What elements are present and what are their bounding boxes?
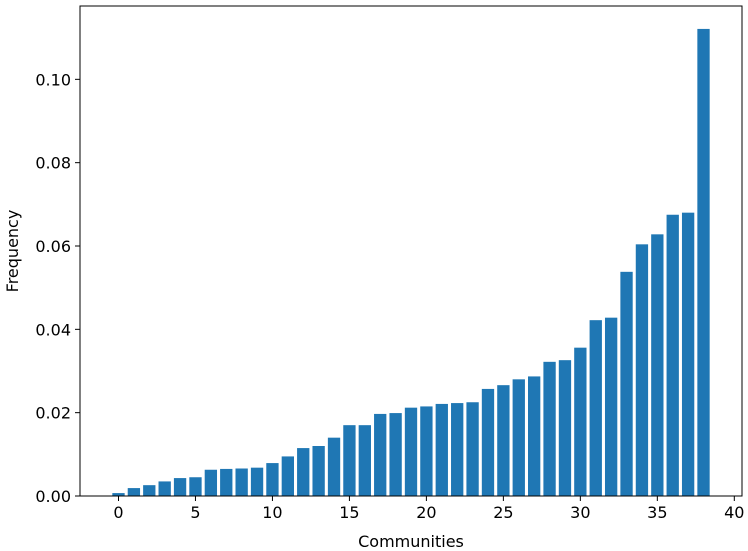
y-axis-ticks: 0.00 0.02 0.04 0.06 0.08 0.10 (35, 70, 80, 506)
bar-17 (374, 413, 387, 496)
y-tick-label: 0.10 (35, 70, 71, 89)
bar-1 (127, 488, 141, 496)
bar-30 (574, 347, 587, 496)
bar-31 (589, 320, 602, 496)
bar-4 (173, 478, 187, 496)
x-tick-label: 40 (724, 503, 744, 522)
bar-33 (620, 271, 633, 496)
bar-28 (543, 361, 556, 496)
bars-group (112, 28, 710, 497)
bar-22 (451, 403, 464, 496)
bar-15 (343, 425, 356, 496)
bar-38 (697, 28, 710, 496)
bar-7 (220, 468, 233, 496)
bar-23 (466, 402, 479, 496)
bar-13 (312, 446, 325, 496)
plot-frame (79, 5, 743, 497)
x-tick-label: 5 (190, 503, 200, 522)
bar-0 (112, 493, 125, 496)
bar-10 (266, 463, 279, 496)
x-tick-label: 35 (647, 503, 667, 522)
bar-19 (404, 407, 418, 496)
bar-3 (158, 481, 171, 496)
y-tick-label: 0.04 (35, 320, 71, 339)
y-tick-label: 0.00 (35, 487, 71, 506)
bar-25 (497, 385, 510, 496)
bar-21 (435, 403, 448, 496)
x-tick-label: 0 (113, 503, 123, 522)
bar-16 (358, 425, 371, 496)
y-tick-label: 0.02 (35, 404, 71, 423)
bar-2 (143, 485, 156, 496)
bar-37 (681, 212, 695, 497)
bar-9 (250, 467, 264, 496)
bar-6 (204, 469, 218, 496)
bar-14 (327, 437, 341, 496)
x-axis-ticks: 0 5 10 15 20 25 30 35 40 (113, 496, 744, 522)
y-tick-label: 0.08 (35, 154, 71, 173)
x-tick-label: 20 (416, 503, 436, 522)
x-tick-label: 15 (339, 503, 359, 522)
bar-26 (512, 379, 525, 496)
bar-27 (528, 376, 541, 496)
x-tick-label: 30 (570, 503, 590, 522)
bar-29 (558, 360, 572, 496)
x-tick-label: 25 (493, 503, 513, 522)
bar-11 (281, 456, 294, 496)
bar-12 (297, 448, 310, 496)
bar-34 (635, 244, 649, 496)
x-tick-label: 10 (262, 503, 282, 522)
bar-20 (420, 406, 433, 496)
bar-35 (651, 234, 664, 496)
x-axis-label: Communities (358, 532, 464, 551)
bar-36 (666, 214, 679, 496)
y-axis-label: Frequency (3, 210, 22, 293)
bar-24 (481, 388, 495, 496)
bar-32 (604, 317, 618, 496)
bar-5 (189, 477, 202, 496)
bar-8 (235, 468, 248, 496)
y-tick-label: 0.06 (35, 237, 71, 256)
bar-18 (389, 413, 402, 496)
